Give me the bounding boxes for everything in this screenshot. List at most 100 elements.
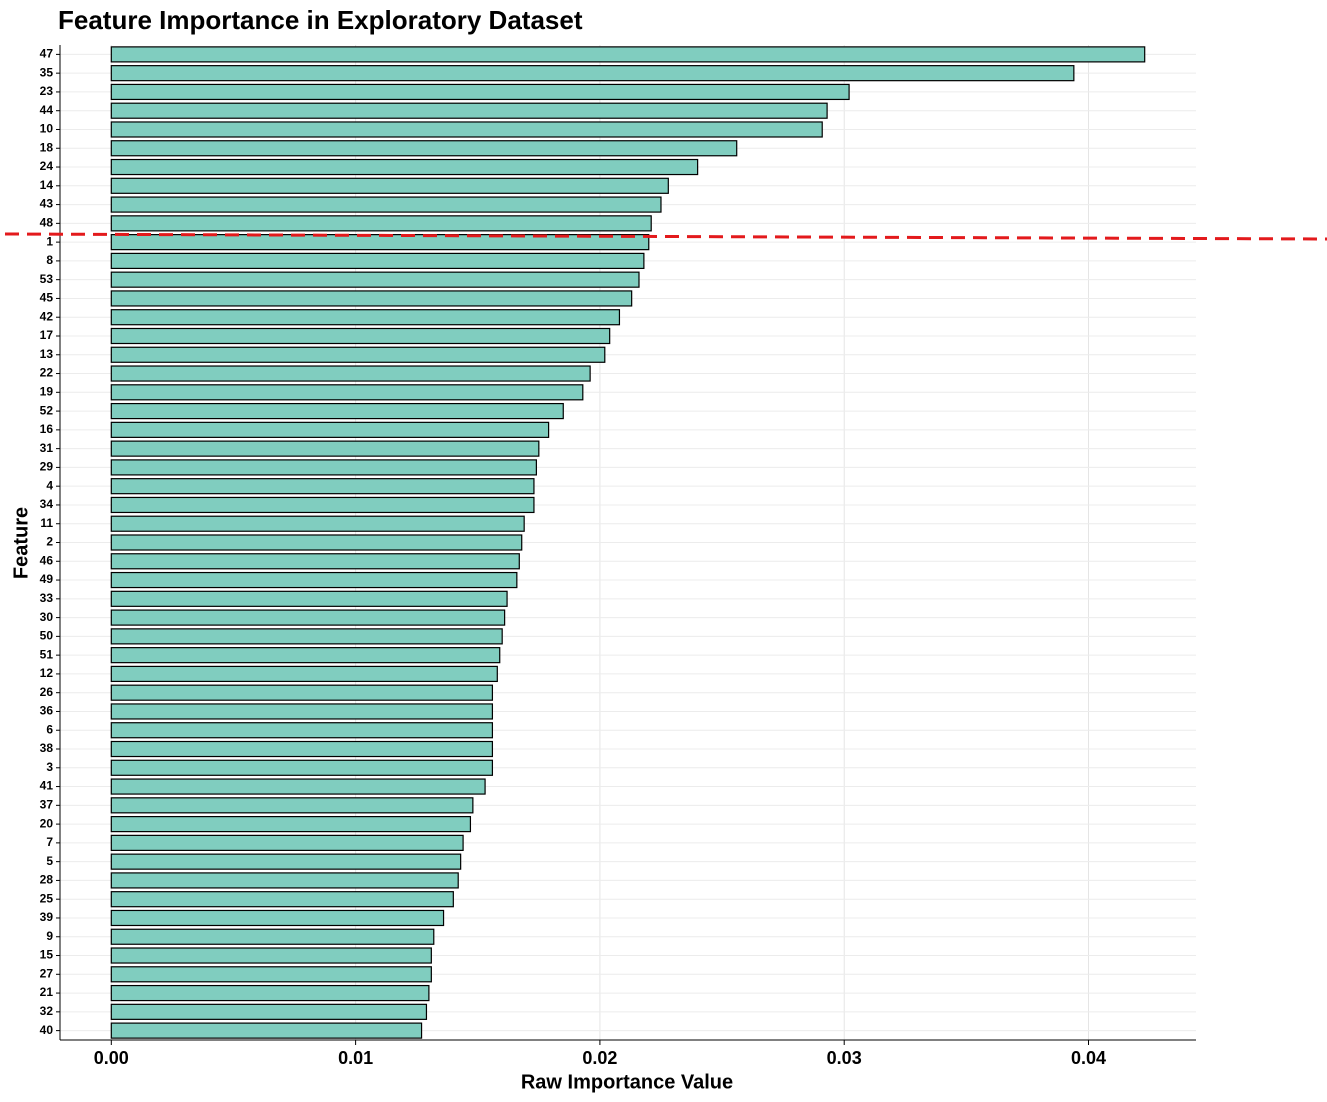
y-tick-label: 32 — [40, 1004, 54, 1018]
y-tick-label: 37 — [40, 798, 54, 812]
bar — [110, 891, 454, 908]
bar — [110, 309, 621, 326]
bar — [110, 590, 508, 607]
bar — [110, 327, 611, 345]
bar — [110, 290, 633, 307]
y-tick-label: 1 — [46, 234, 53, 248]
y-tick-label: 39 — [40, 910, 54, 924]
y-tick-label: 27 — [40, 966, 54, 980]
y-tick-label: 5 — [46, 854, 53, 868]
bar — [110, 271, 640, 288]
y-tick-label: 46 — [40, 553, 54, 567]
y-tick-label: 25 — [40, 891, 54, 905]
y-tick-label: 31 — [40, 441, 54, 455]
y-tick-label: 29 — [40, 460, 54, 474]
y-tick-label: 11 — [40, 516, 53, 530]
y-tick-label: 36 — [40, 704, 54, 718]
bar — [110, 215, 652, 232]
y-tick-label: 20 — [40, 816, 54, 830]
bar — [110, 102, 828, 119]
bar — [110, 478, 535, 495]
bar — [110, 778, 486, 795]
bar — [110, 759, 494, 776]
bar — [110, 365, 591, 382]
y-tick-label: 44 — [40, 103, 54, 117]
bar — [110, 703, 494, 720]
y-tick-label: 19 — [40, 384, 54, 398]
bar — [110, 571, 518, 589]
bar — [110, 872, 459, 889]
y-tick-label: 9 — [46, 929, 53, 943]
y-axis-label: Feature — [10, 507, 32, 579]
y-tick-label: 23 — [40, 84, 54, 98]
x-tick-label: 0.02 — [582, 1048, 617, 1068]
y-tick-label: 15 — [40, 948, 54, 962]
y-tick-label: 26 — [40, 685, 54, 699]
bar — [110, 684, 494, 701]
bar — [110, 853, 462, 870]
y-tick-label: 17 — [40, 328, 54, 342]
bar — [110, 421, 550, 438]
bar — [110, 1003, 428, 1020]
y-tick-label: 34 — [40, 497, 54, 511]
bar — [110, 534, 523, 551]
bar — [110, 121, 823, 138]
y-tick-label: 10 — [40, 122, 54, 136]
y-tick-label: 40 — [40, 1023, 54, 1037]
bar — [110, 515, 525, 532]
y-tick-label: 16 — [40, 422, 54, 436]
bar — [110, 947, 432, 964]
bar — [110, 966, 432, 983]
y-tick-label: 18 — [40, 140, 54, 154]
y-tick-label: 24 — [40, 159, 54, 173]
y-tick-label: 51 — [40, 647, 54, 661]
y-tick-label: 53 — [40, 272, 54, 286]
bar — [110, 609, 506, 626]
bar — [110, 440, 540, 457]
y-tick-label: 41 — [40, 779, 54, 793]
y-tick-label: 13 — [40, 347, 54, 361]
x-tick-label: 0.00 — [94, 1048, 129, 1068]
bar — [110, 384, 584, 401]
y-tick-label: 42 — [40, 309, 54, 323]
bar — [110, 496, 535, 514]
chart-title: Feature Importance in Exploratory Datase… — [58, 5, 583, 35]
y-tick-label: 22 — [40, 366, 54, 380]
bar — [110, 177, 669, 194]
bar — [110, 984, 430, 1002]
y-tick-label: 45 — [40, 291, 54, 305]
y-tick-label: 28 — [40, 873, 54, 887]
bar — [110, 834, 464, 851]
bar — [110, 740, 494, 758]
bar — [110, 196, 662, 213]
bar — [110, 815, 472, 833]
y-tick-label: 43 — [40, 197, 54, 211]
y-tick-label: 35 — [40, 65, 54, 79]
bar — [110, 553, 520, 570]
y-tick-label: 21 — [40, 985, 54, 999]
bar — [110, 346, 606, 363]
y-tick-label: 30 — [40, 610, 54, 624]
threshold-line — [4, 232, 1327, 241]
y-tick-label: 49 — [40, 572, 54, 586]
y-tick-label: 52 — [40, 403, 54, 417]
y-tick-label: 7 — [46, 835, 53, 849]
y-tick-label: 4 — [46, 478, 53, 492]
y-tick-label: 8 — [46, 253, 53, 267]
bar — [110, 909, 445, 927]
bar — [110, 628, 503, 645]
bar — [110, 252, 645, 270]
y-tick-label: 48 — [40, 216, 54, 230]
bar — [110, 1022, 423, 1039]
bar — [110, 46, 1146, 63]
y-tick-label: 33 — [40, 591, 54, 605]
y-tick-label: 12 — [40, 666, 54, 680]
y-tick-label: 50 — [40, 629, 54, 643]
y-tick-label: 38 — [40, 741, 54, 755]
bar — [110, 797, 474, 814]
x-tick-label: 0.04 — [1071, 1048, 1106, 1068]
bar — [110, 158, 699, 176]
bar — [110, 928, 435, 945]
x-tick-label: 0.03 — [827, 1048, 862, 1068]
